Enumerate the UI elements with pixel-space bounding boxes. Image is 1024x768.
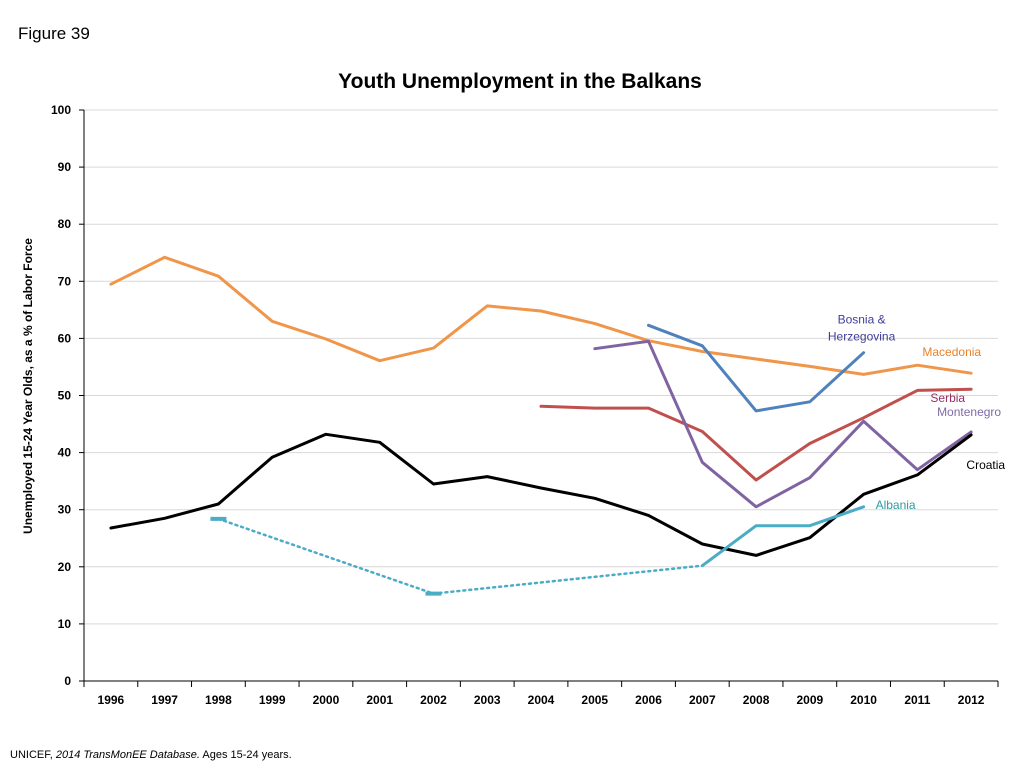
y-tick-label: 30 — [58, 503, 72, 517]
x-tick-label: 2004 — [528, 693, 555, 707]
figure-label: Figure 39 — [18, 24, 90, 43]
series-label-albania: Albania — [876, 498, 916, 512]
series-label-line: Croatia — [966, 458, 1005, 472]
series-label-line: Albania — [876, 498, 916, 512]
y-tick-label: 90 — [58, 160, 72, 174]
y-tick-label: 20 — [58, 560, 72, 574]
series-label-line: Bosnia & — [838, 313, 886, 327]
series-line-montenegro — [593, 339, 973, 509]
series-label-croatia: Croatia — [966, 458, 1005, 472]
x-tick-label: 2006 — [635, 693, 662, 707]
y-tick-label: 0 — [64, 674, 71, 688]
x-tick-label: 2007 — [689, 693, 716, 707]
x-tick-label: 1998 — [205, 693, 232, 707]
series-line-albania — [700, 505, 866, 568]
series-lines — [109, 255, 973, 596]
series-label-serbia: Serbia — [930, 391, 965, 405]
series-labels: Macedonia Bosnia & Herzegovina SerbiaMonten… — [828, 313, 1006, 512]
y-tick-label: 100 — [51, 103, 71, 117]
source-database: 2014 TransMonEE Database. — [55, 749, 200, 761]
y-tick-label: 60 — [58, 331, 72, 345]
x-tick-label: 2010 — [850, 693, 877, 707]
y-tick-label: 70 — [58, 274, 72, 288]
x-axis-ticks: 1996 1997 1998 1999 2000 2001 2002 2003 2004 2005… — [83, 681, 999, 707]
x-tick-label: 1996 — [98, 693, 125, 707]
x-tick-label: 2003 — [474, 693, 501, 707]
series-label-line: Montenegro — [937, 405, 1001, 419]
x-tick-label: 1997 — [151, 693, 178, 707]
x-tick-label: 2000 — [313, 693, 340, 707]
source-note: UNICEF, 2014 TransMonEE Database. Ages 1… — [10, 749, 292, 761]
series-label-bosnia-herzegovina: Bosnia & Herzegovina — [828, 313, 896, 344]
y-tick-label: 40 — [58, 446, 72, 460]
source-detail: Ages 15-24 years. — [199, 749, 292, 761]
series-label-macedonia: Macedonia — [922, 345, 981, 359]
series-label-line: Serbia — [930, 391, 965, 405]
x-tick-label: 2009 — [796, 693, 823, 707]
y-axis-ticks: 0 10 20 30 40 50 60 70 80 90 100 — [51, 103, 84, 688]
x-tick-label: 2008 — [743, 693, 770, 707]
x-tick-label: 2005 — [581, 693, 608, 707]
series-line-albania-dotted — [217, 517, 435, 595]
series-label-line: Macedonia — [922, 345, 981, 359]
x-tick-label: 2001 — [366, 693, 393, 707]
gridlines — [84, 109, 998, 625]
chart-title: Youth Unemployment in the Balkans — [338, 70, 702, 93]
series-line-croatia — [109, 432, 973, 557]
x-tick-label: 2002 — [420, 693, 447, 707]
y-tick-label: 10 — [58, 617, 72, 631]
y-tick-label: 50 — [58, 389, 72, 403]
y-axis-label: Unemployed 15-24 Year Olds, as a % of La… — [21, 238, 35, 534]
series-line-albania-dotted — [432, 564, 704, 595]
series-label-montenegro: Montenegro — [937, 405, 1001, 419]
series-label-line: Herzegovina — [828, 330, 896, 344]
x-tick-label: 2011 — [904, 693, 930, 707]
series-line-bosnia-herzegovina — [647, 323, 866, 413]
series-line-macedonia — [109, 255, 973, 376]
x-tick-label: 2012 — [958, 693, 985, 707]
x-tick-label: 1999 — [259, 693, 286, 707]
series-line-serbia — [539, 387, 973, 482]
y-tick-label: 80 — [58, 217, 72, 231]
source-org: UNICEF, — [10, 749, 56, 761]
